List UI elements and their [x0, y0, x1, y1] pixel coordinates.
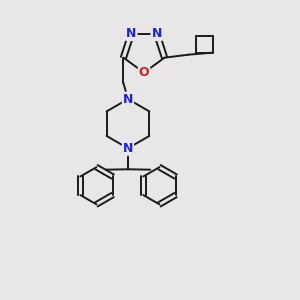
Text: N: N: [126, 27, 136, 40]
Text: N: N: [123, 93, 133, 106]
Text: N: N: [123, 142, 133, 155]
Text: N: N: [152, 27, 162, 40]
Text: O: O: [139, 66, 149, 79]
